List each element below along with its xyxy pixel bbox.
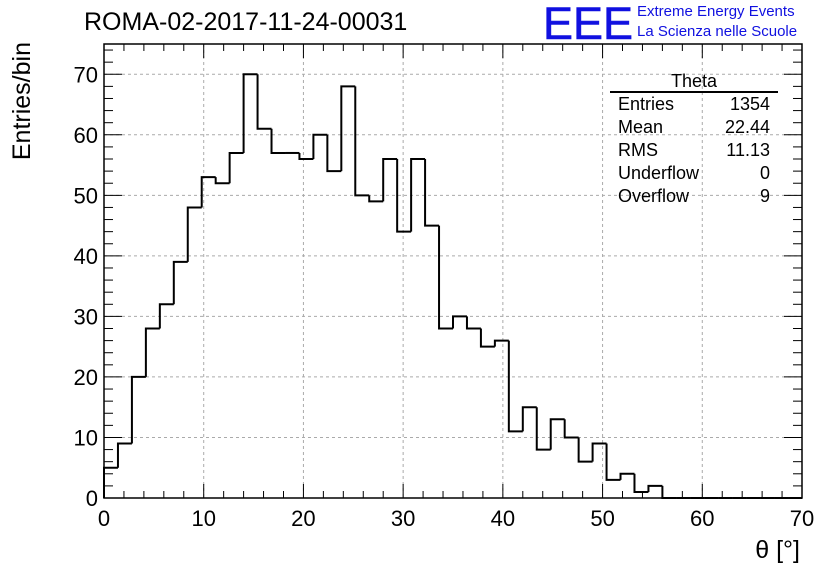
x-tick-label: 10	[191, 506, 215, 531]
y-tick-label: 70	[74, 62, 98, 87]
x-tick-label: 50	[590, 506, 614, 531]
y-axis-ticks: 0 10 20 30 40 50 60 70	[74, 49, 802, 511]
histogram-bin	[116, 442, 132, 468]
histogram-bin	[354, 86, 370, 197]
eee-logo-mark: EEE	[543, 0, 633, 44]
x-tick-label: 20	[291, 506, 315, 531]
histogram-bin	[270, 128, 286, 154]
histogram-bin	[186, 206, 202, 262]
stats-value: 0	[759, 163, 770, 183]
histogram-bin	[298, 152, 314, 161]
histogram-bin	[605, 443, 621, 481]
histogram-bin	[396, 159, 412, 233]
grid-lines	[104, 44, 802, 498]
histogram-bin	[410, 158, 426, 232]
plot-frame	[103, 43, 803, 499]
histogram-bin	[172, 260, 188, 305]
histogram-bin	[312, 133, 328, 160]
y-tick-label: 0	[86, 486, 98, 511]
histogram-bin	[591, 442, 607, 462]
histogram-bin	[103, 466, 118, 498]
stats-label: Entries	[618, 94, 675, 114]
logo-caption-line2: La Scienza nelle Scuole	[637, 23, 798, 40]
x-tick-label: 70	[790, 506, 814, 531]
histogram-bin	[200, 176, 216, 208]
stats-title: Theta	[610, 71, 778, 93]
y-tick-label: 40	[74, 244, 98, 269]
histogram-bin	[242, 73, 258, 153]
histogram-bin	[619, 472, 635, 480]
stats-value: 11.13	[726, 140, 770, 160]
histogram-bin	[563, 419, 579, 439]
y-tick-label: 30	[74, 304, 98, 329]
histogram-bin	[326, 134, 342, 173]
histogram-bin	[465, 316, 481, 330]
histogram-bin	[424, 159, 440, 227]
histogram-bin	[577, 437, 593, 463]
histogram-bin	[214, 177, 230, 185]
x-tick-label: 30	[391, 506, 415, 531]
stats-label: RMS	[618, 140, 658, 160]
stats-row: Underflow 0	[610, 162, 778, 185]
x-axis-label: θ [°]	[755, 536, 800, 564]
stats-value: 1354	[729, 94, 770, 114]
x-tick-label: 60	[690, 506, 714, 531]
y-axis-label: Entries/bin	[8, 42, 36, 160]
stats-label: Mean	[618, 117, 664, 137]
histogram-bin	[438, 225, 453, 330]
y-tick-label: 10	[74, 425, 98, 450]
histogram-bin	[507, 340, 523, 433]
stats-row: Mean 22.44	[610, 116, 778, 139]
histogram-bin	[228, 151, 244, 184]
histogram-bin	[340, 85, 356, 172]
stats-label: Overflow	[618, 186, 690, 206]
x-axis-ticks: 0 10 20 30 40 50 60 70	[98, 44, 814, 531]
histogram-bin	[661, 485, 677, 499]
histogram-bin	[633, 473, 649, 493]
logo-caption-line1: Extreme Energy Events	[637, 3, 795, 20]
logo-caption: Extreme Energy Events La Scienza nelle S…	[637, 2, 797, 42]
histogram-bin	[493, 339, 509, 347]
histogram-bin	[535, 407, 551, 451]
x-tick-label: 0	[98, 506, 110, 531]
histogram-bin	[256, 74, 272, 130]
y-tick-label: 20	[74, 365, 98, 390]
plot-title: ROMA-02-2017-11-24-00031	[84, 8, 408, 36]
y-tick-label: 50	[74, 183, 98, 208]
histogram-series	[103, 73, 802, 499]
histogram-bin	[158, 303, 174, 329]
histogram-bin	[647, 484, 663, 492]
stats-label: Underflow	[618, 163, 700, 183]
histogram-bin	[382, 158, 398, 202]
stats-value: 22.44	[724, 117, 770, 137]
stats-box: Theta Entries 1354 Mean 22.44 RMS 11.13 …	[610, 71, 778, 208]
histogram-bin	[368, 195, 384, 203]
histogram-bin	[549, 418, 565, 450]
histogram-bin	[452, 315, 467, 329]
histogram-bin	[130, 375, 146, 444]
histogram-bin	[144, 327, 160, 377]
stats-row: RMS 11.13	[610, 139, 778, 162]
stats-row: Overflow 9	[610, 185, 778, 208]
y-tick-label: 60	[74, 123, 98, 148]
stats-value: 9	[759, 186, 770, 206]
eee-logo: EEE	[543, 0, 633, 44]
histogram-bin	[521, 406, 537, 432]
stats-row: Entries 1354	[610, 93, 778, 116]
histogram-bin	[479, 328, 495, 348]
x-tick-label: 40	[491, 506, 515, 531]
